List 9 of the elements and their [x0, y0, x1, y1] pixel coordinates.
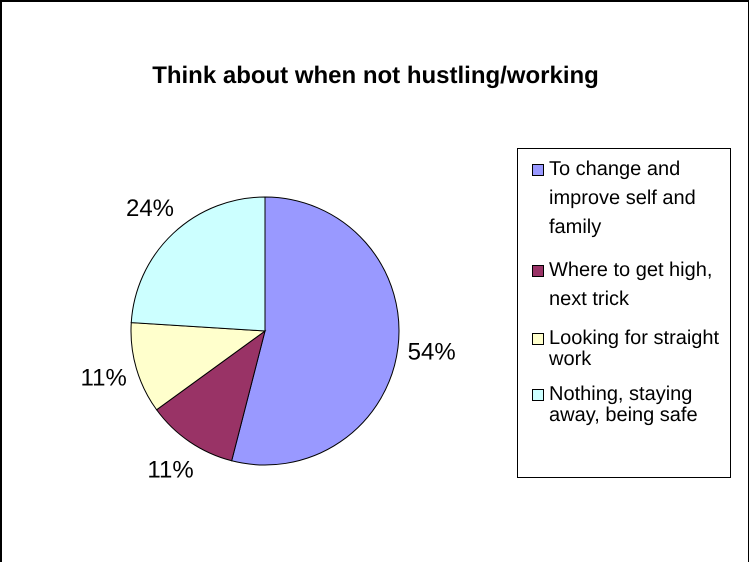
data-label: 11%	[80, 364, 127, 392]
chart-title: Think about when not hustling/working	[151, 62, 600, 90]
legend-label: Nothing, staying away, being safe	[549, 383, 699, 426]
legend-label: Where to get high, next trick	[549, 258, 714, 312]
legend-label: To change and improve self and family	[549, 157, 697, 240]
data-label: 24%	[126, 195, 174, 222]
data-label: 11%	[147, 456, 194, 484]
data-label: 54%	[408, 338, 456, 366]
legend-label: Looking for straight work	[549, 327, 720, 370]
